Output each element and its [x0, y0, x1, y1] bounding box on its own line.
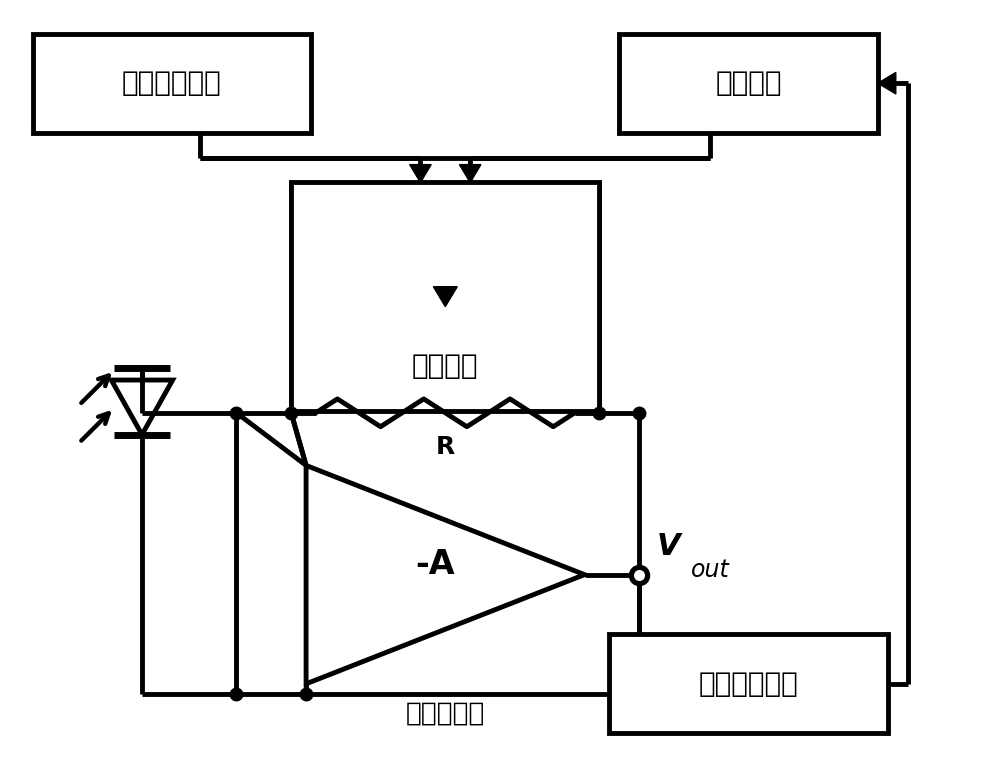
Bar	[619, 34, 878, 133]
Text: 直流偏置电路: 直流偏置电路	[122, 69, 222, 97]
Text: out: out	[691, 557, 730, 581]
Bar	[291, 183, 599, 411]
Text: 有源电阻: 有源电阻	[412, 352, 479, 380]
Polygon shape	[433, 287, 457, 307]
Text: 通断控制: 通断控制	[715, 69, 782, 97]
Text: -A: -A	[416, 548, 455, 581]
Bar	[609, 635, 888, 733]
Polygon shape	[878, 72, 896, 94]
Bar	[33, 34, 311, 133]
Text: 跨阻放大器: 跨阻放大器	[406, 701, 485, 726]
Text: R: R	[436, 435, 455, 459]
Text: V: V	[657, 532, 681, 561]
Text: 输出幅度判断: 输出幅度判断	[699, 670, 798, 698]
Polygon shape	[410, 164, 431, 183]
Polygon shape	[459, 164, 481, 183]
